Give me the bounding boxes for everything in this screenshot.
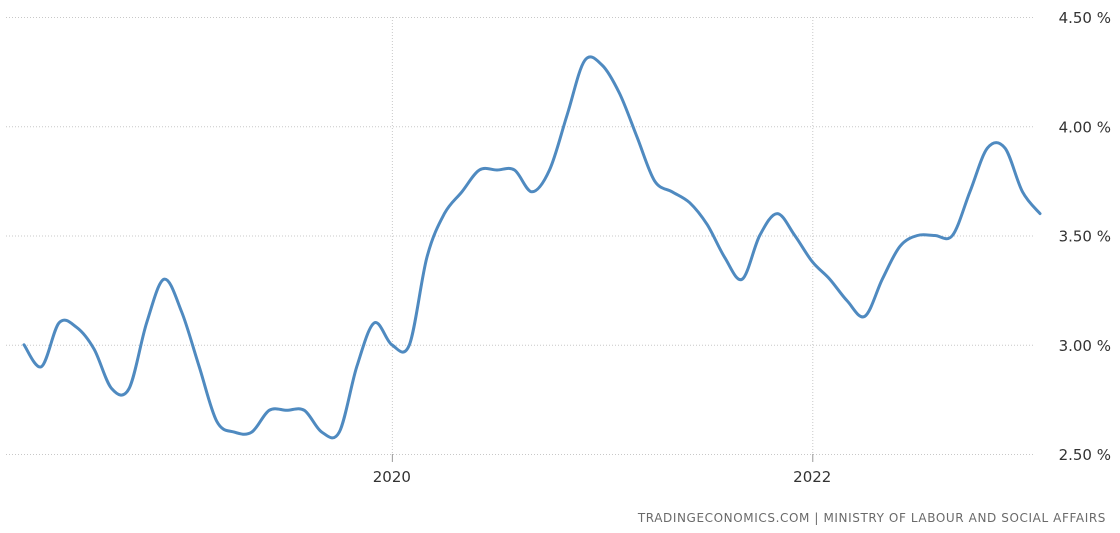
series-line	[22, 55, 1042, 440]
y-axis-tick-labels: 2.50 % 3.00 % 3.50 % 4.00 % 4.50 %	[1059, 9, 1111, 464]
source-credit: TRADINGECONOMICS.COM | MINISTRY OF LABOU…	[637, 511, 1106, 525]
vertical-gridlines	[391, 17, 814, 454]
y-tick-label: 2.50 %	[1059, 446, 1111, 464]
horizontal-gridlines	[6, 17, 1034, 455]
y-tick-label: 3.50 %	[1059, 228, 1111, 246]
x-tick-label: 2020	[373, 468, 411, 486]
x-axis-tick-labels: 2020 2022	[373, 454, 831, 486]
y-tick-label: 4.00 %	[1059, 118, 1111, 136]
y-tick-label: 4.50 %	[1059, 9, 1111, 27]
y-tick-label: 3.00 %	[1059, 337, 1111, 355]
x-tick-label: 2022	[793, 468, 831, 486]
